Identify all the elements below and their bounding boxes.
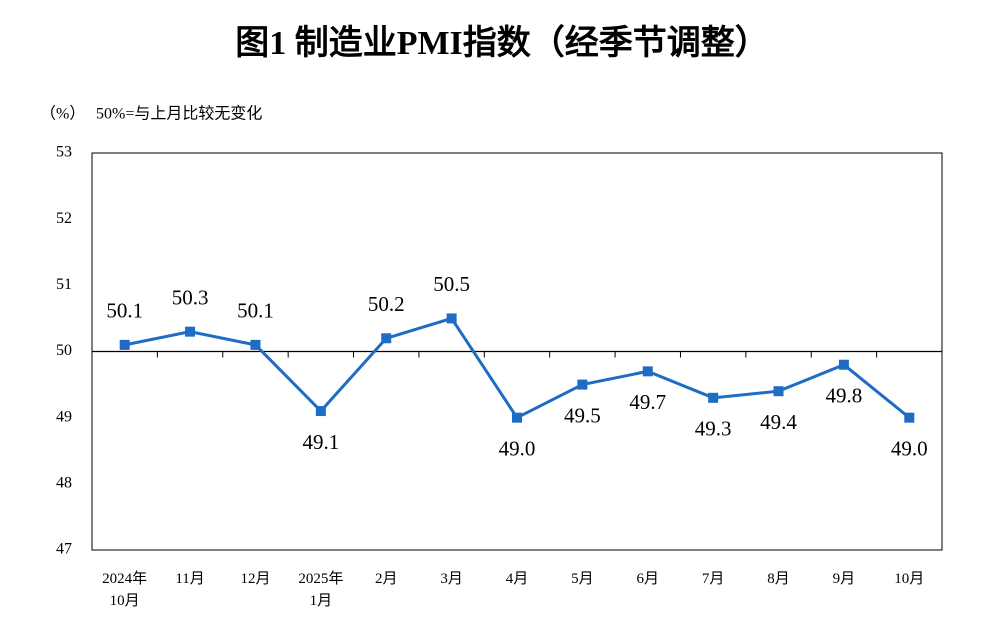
- unit-label: （%）: [40, 105, 85, 123]
- x-tick-label: 2025年 1月: [298, 571, 344, 609]
- y-tick-label: 50: [56, 342, 72, 359]
- x-tick-label: 5月: [571, 571, 594, 587]
- y-tick-label: 47: [56, 541, 72, 558]
- value-label: 49.0: [891, 436, 928, 460]
- y-tick-label: 53: [56, 144, 72, 161]
- value-label: 49.5: [564, 403, 601, 427]
- value-label: 49.4: [760, 410, 797, 434]
- value-label: 49.3: [695, 417, 732, 441]
- x-tick-label: 8月: [767, 571, 790, 587]
- marker: [315, 406, 326, 417]
- value-label: 49.7: [629, 390, 666, 414]
- note: 50%=与上月比较无变化: [96, 105, 262, 123]
- marker: [773, 386, 784, 397]
- marker: [577, 379, 588, 390]
- x-tick-label: 2024年 10月: [102, 571, 148, 609]
- marker: [838, 359, 849, 370]
- y-tick-label: 48: [56, 475, 72, 492]
- x-tick-label: 9月: [832, 571, 856, 587]
- marker: [185, 326, 196, 337]
- x-tick-label: 11月: [175, 571, 205, 587]
- x-tick-label: 3月: [440, 571, 463, 587]
- marker: [642, 366, 653, 377]
- marker: [708, 392, 719, 403]
- value-label: 50.1: [237, 299, 274, 323]
- marker: [381, 333, 392, 344]
- value-label: 49.1: [302, 430, 339, 454]
- marker: [119, 339, 130, 350]
- value-label: 49.0: [499, 436, 536, 460]
- value-label: 50.2: [368, 292, 405, 316]
- marker: [250, 339, 261, 350]
- value-label: 50.5: [433, 272, 470, 296]
- y-tick-label: 49: [56, 408, 72, 425]
- value-label: 49.8: [826, 384, 863, 408]
- x-tick-label: 12月: [240, 571, 271, 587]
- x-tick-label: 7月: [701, 571, 725, 587]
- x-tick-label: 4月: [505, 571, 529, 587]
- series-line: [124, 316, 911, 420]
- chart-title: 图1 制造业PMI指数（经季节调整）: [235, 23, 769, 62]
- x-tick-label: 2月: [374, 571, 398, 587]
- x-tick-label: 6月: [636, 571, 660, 587]
- value-label: 50.3: [172, 285, 209, 309]
- marker: [512, 412, 522, 423]
- value-label: 50.1: [106, 299, 143, 323]
- y-tick-label: 52: [56, 210, 72, 227]
- marker: [446, 313, 457, 324]
- y-tick-label: 51: [56, 276, 72, 293]
- x-tick-label: 10月: [894, 571, 925, 587]
- marker: [904, 412, 915, 423]
